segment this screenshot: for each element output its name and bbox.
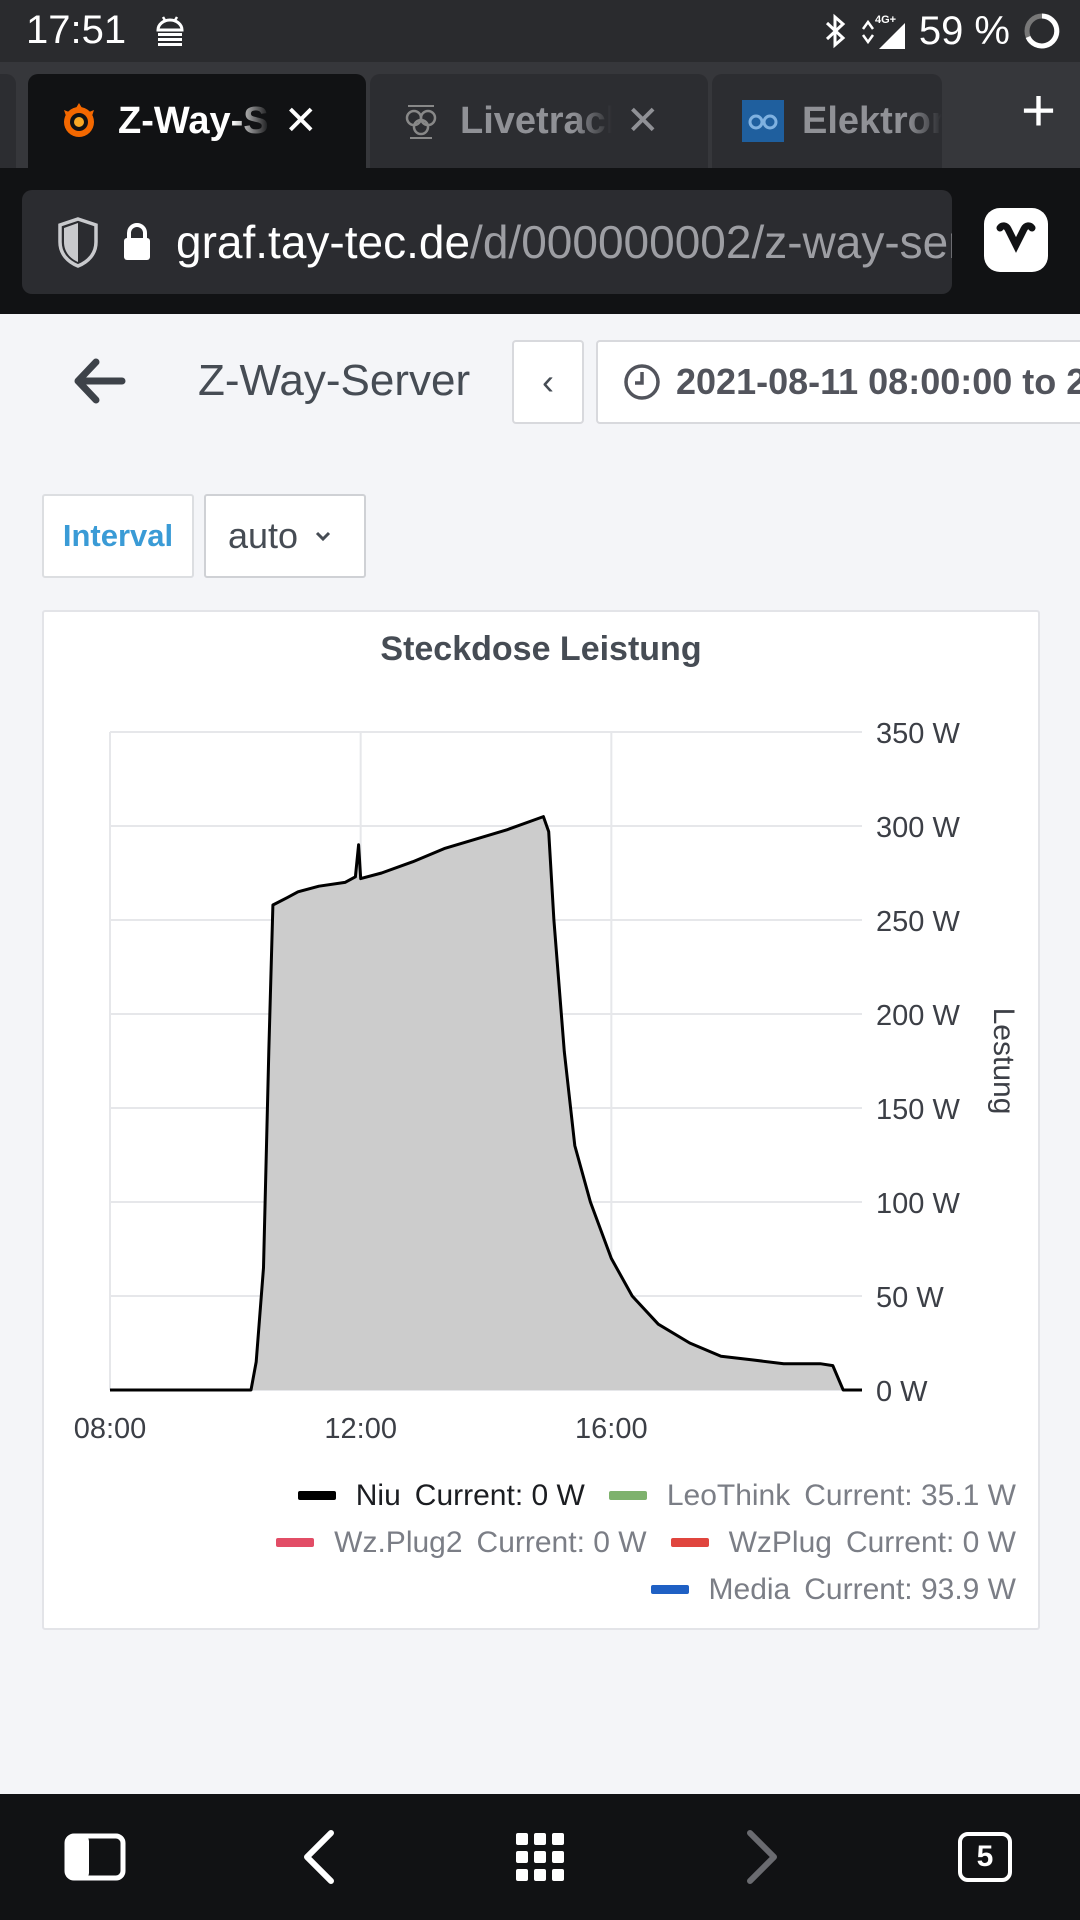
livetrack-favicon-icon [405,105,437,139]
legend-swatch [276,1538,315,1547]
time-shift-back-button[interactable]: ‹ [512,340,584,424]
tab-elektronik[interactable]: Elektronik [712,74,942,168]
time-range-picker[interactable]: 2021-08-11 08:00:00 to 2021-08-11 20:00:… [596,340,1080,424]
speed-dial-button[interactable] [505,1822,575,1892]
status-time: 17:51 [26,8,127,52]
x-tick-label: 12:00 [324,1413,397,1445]
close-tab-icon[interactable]: ✕ [284,99,318,143]
status-bar: 17:51 4G+ 59 % [0,0,1080,62]
graph-panel: Steckdose Leistung 0 W 50 W 100 W 150 W 200 … [42,610,1040,1630]
y-axis-label: Lestung [987,1008,1020,1115]
vivaldi-menu-icon[interactable] [984,208,1048,272]
legend-row: Wz.Plug2 Current: 0 W WzPlug Current: 0 W [116,1519,1016,1566]
battery-ring-icon [1024,13,1060,49]
chevron-down-icon [316,531,331,542]
page-title: Z-Way-Server [198,356,471,405]
series-line-niu [110,815,862,1392]
url-text[interactable]: graf.tay-tec.de/d/000000002/z-way-server [176,216,952,268]
legend-series-name: Niu [355,1478,401,1512]
bottom-toolbar: 5 [0,1794,1080,1920]
close-tab-icon[interactable]: ✕ [626,99,660,143]
legend-item-niu[interactable]: Niu Current: 0 W [297,1478,585,1513]
legend-series-name: Media [708,1572,791,1606]
back-arrow-icon[interactable] [70,356,126,406]
time-range-text: 2021-08-11 08:00:00 to 2021-08-11 20:00:… [676,361,1080,402]
tab-title: Livetrack24 [460,99,612,142]
battery-percentage: 59 % [918,8,1010,53]
y-tick-label: 200 W [876,1000,960,1032]
x-tick-label: 16:00 [575,1413,648,1445]
android-debug-icon [156,16,184,46]
legend-item-wzplug[interactable]: WzPlug Current: 0 W [670,1525,1016,1560]
chart-legend: Niu Current: 0 W LeoThink Current: 35.1 W Wz… [116,1472,1016,1613]
clock-icon [624,364,660,400]
interval-variable-label: Interval [42,494,194,578]
legend-row: Niu Current: 0 W LeoThink Current: 35.1 W [116,1472,1016,1519]
panel-toggle-icon [64,1833,126,1881]
legend-current-value: Current: 0 W [476,1525,647,1559]
legend-row: Media Current: 93.9 W [116,1566,1016,1613]
dashboard-header: Z-Way-Server ‹ 2021-08-11 08:00:00 to 20… [0,314,1080,444]
legend-current-value: Current: 0 W [845,1525,1016,1559]
panels-button[interactable] [60,1822,130,1892]
y-tick-label: 100 W [876,1188,960,1220]
bluetooth-icon [825,13,846,49]
x-tick-label: 08:00 [74,1413,147,1445]
elektronik-favicon-icon [742,100,784,142]
tab-z-way-server[interactable]: Z-Way-Server ✕ [28,74,366,168]
tab-count: 5 [958,1832,1012,1882]
legend-series-name: LeoThink [666,1478,791,1512]
legend-current-value: Current: 0 W [414,1478,585,1512]
forward-button[interactable] [727,1822,797,1892]
y-tick-label: 50 W [876,1282,944,1314]
svg-text:4G+: 4G+ [875,14,896,26]
legend-swatch [670,1538,709,1547]
mobile-signal-icon: 4G+ [861,14,905,49]
chevron-left-icon [304,1830,334,1884]
panel-title[interactable]: Steckdose Leistung [380,630,702,668]
y-tick-label: 0 W [876,1376,928,1408]
tab-title: Z-Way-Server [118,99,270,142]
tab-title: Elektronik [802,99,942,142]
tracker-blocker-shield-icon[interactable] [56,216,100,268]
new-tab-button[interactable]: + [1020,77,1056,144]
tab-bar: Z-Way-Server ✕ Livetrack24 ✕ Elektronik … [0,62,1080,168]
legend-swatch [297,1491,336,1500]
interval-select[interactable]: auto [204,494,366,578]
y-tick-label: 350 W [876,718,960,750]
legend-swatch [650,1585,689,1594]
y-tick-label: 150 W [876,1094,960,1126]
series-area-niu [110,816,862,1390]
lock-icon [124,223,150,260]
grafana-favicon-icon [64,103,94,137]
legend-current-value: Current: 93.9 W [804,1572,1016,1606]
legend-swatch [608,1491,647,1500]
legend-item-leothink[interactable]: LeoThink Current: 35.1 W [608,1478,1016,1513]
chevron-right-icon [747,1830,777,1884]
y-tick-label: 250 W [876,906,960,938]
legend-current-value: Current: 35.1 W [804,1478,1016,1512]
legend-item-wz-plug2[interactable]: Wz.Plug2 Current: 0 W [276,1525,647,1560]
back-button[interactable] [284,1822,354,1892]
legend-series-name: WzPlug [728,1525,832,1559]
tab-livetrack[interactable]: Livetrack24 ✕ [370,74,708,168]
y-tick-label: 300 W [876,812,960,844]
address-bar[interactable]: graf.tay-tec.de/d/000000002/z-way-server [22,190,952,294]
legend-item-media[interactable]: Media Current: 93.9 W [650,1572,1016,1607]
address-bar-container: graf.tay-tec.de/d/000000002/z-way-server [0,168,1080,314]
tab-switcher-button[interactable]: 5 [950,1822,1020,1892]
legend-series-name: Wz.Plug2 [334,1525,463,1559]
grid-dots-icon [516,1833,564,1881]
power-chart: 0 W 50 W 100 W 150 W 200 W 250 W 300 W 350 W 08:… [74,718,1020,1445]
